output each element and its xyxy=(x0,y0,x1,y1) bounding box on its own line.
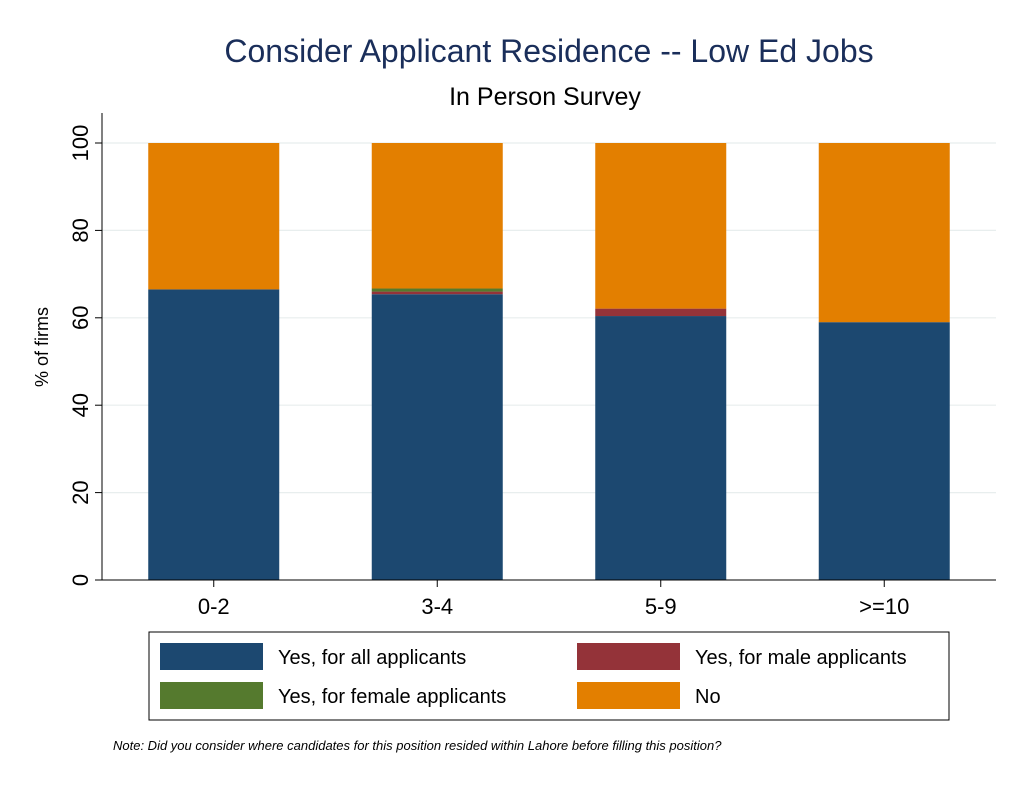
chart-note: Note: Did you consider where candidates … xyxy=(113,738,722,753)
y-tick-label: 0 xyxy=(68,574,93,586)
legend-label: Yes, for all applicants xyxy=(278,647,466,669)
legend-label: Yes, for female applicants xyxy=(278,686,506,708)
y-tick-label: 80 xyxy=(68,218,93,242)
bars xyxy=(148,143,950,580)
x-tick-label: 5-9 xyxy=(645,594,677,619)
y-tick-label: 20 xyxy=(68,480,93,504)
axes: 0 20 40 60 80 100 0-2 3-4 5-9 >=10 xyxy=(68,113,996,619)
bar-segment xyxy=(148,143,280,290)
bar-segment xyxy=(148,289,280,580)
bar-segment xyxy=(371,288,503,292)
legend-swatch xyxy=(577,643,680,670)
bar-segment xyxy=(818,143,950,323)
bar-segment xyxy=(595,316,727,580)
bar-segment xyxy=(818,322,950,580)
chart-title: Consider Applicant Residence -- Low Ed J… xyxy=(224,33,873,69)
legend-box xyxy=(148,631,950,721)
bar-segment xyxy=(371,291,503,295)
bar-segment xyxy=(595,308,727,317)
legend-swatch xyxy=(160,682,263,709)
y-tick-label: 100 xyxy=(68,125,93,162)
y-axis-label: % of firms xyxy=(32,307,52,387)
legend-label: No xyxy=(695,686,721,708)
x-tick-label: 3-4 xyxy=(421,594,453,619)
chart-subtitle: In Person Survey xyxy=(449,83,641,111)
legend-label: Yes, for male applicants xyxy=(695,647,907,669)
y-tick-label: 40 xyxy=(68,393,93,417)
x-tick-label: >=10 xyxy=(859,594,909,619)
bar-segment xyxy=(371,294,503,580)
legend: Yes, for all applicants Yes, for male app… xyxy=(148,631,950,721)
legend-swatch xyxy=(160,643,263,670)
legend-swatch xyxy=(577,682,680,709)
bar-segment xyxy=(595,143,727,309)
bar-segment xyxy=(371,143,503,289)
x-tick-label: 0-2 xyxy=(198,594,230,619)
y-tick-label: 60 xyxy=(68,306,93,330)
